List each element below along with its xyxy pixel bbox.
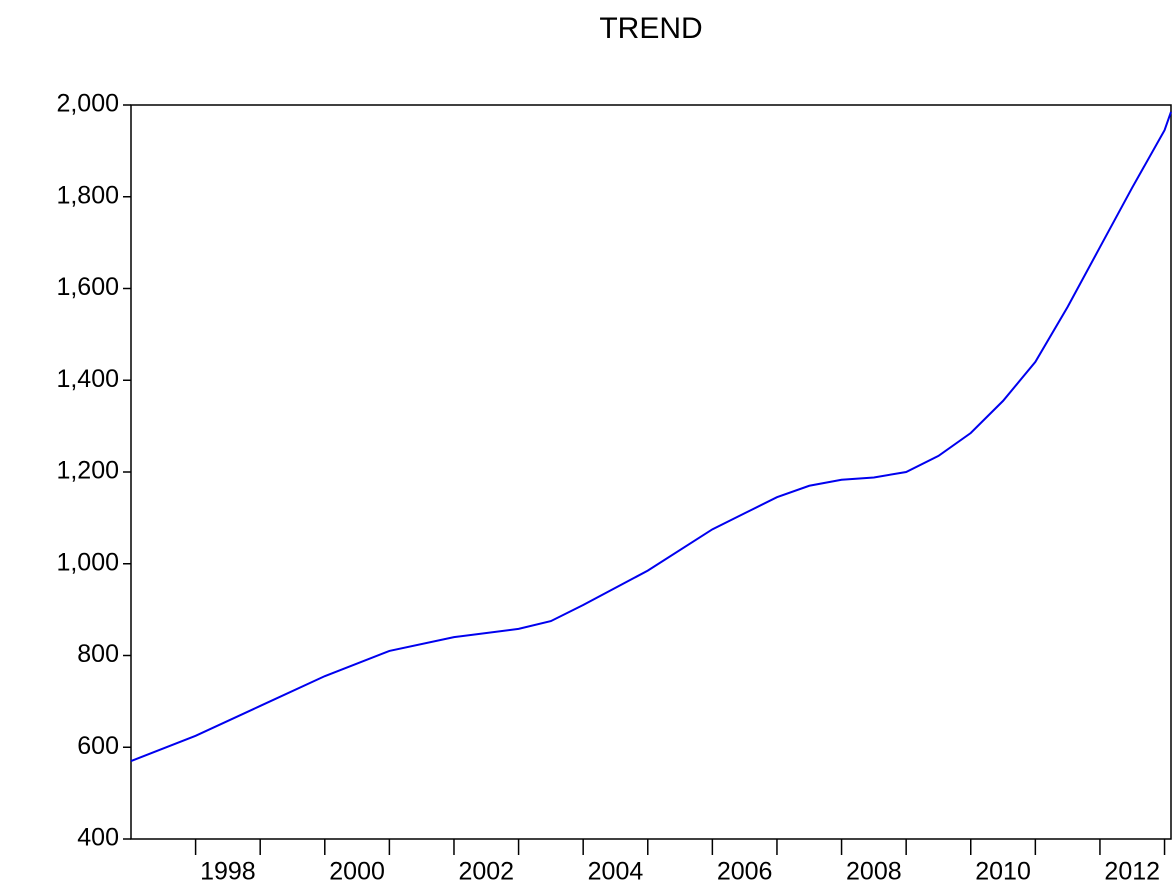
y-tick-label: 1,000	[56, 548, 119, 576]
y-tick-label: 1,400	[56, 365, 119, 393]
x-tick-label: 2010	[975, 858, 1031, 886]
x-tick-label: 2000	[329, 858, 385, 886]
y-tick-label: 1,200	[56, 457, 119, 485]
y-tick-label: 600	[77, 732, 119, 760]
y-tick-label: 1,800	[56, 181, 119, 209]
plot-frame	[130, 104, 1172, 840]
trend-line	[130, 111, 1172, 762]
y-tick-label: 400	[77, 824, 119, 852]
chart-title: TREND	[599, 12, 702, 45]
x-tick-label: 2004	[588, 858, 644, 886]
x-tick-label: 1998	[200, 858, 256, 886]
x-tick-label: 2008	[846, 858, 902, 886]
x-tick-label: 2002	[458, 858, 514, 886]
y-tick-label: 2,000	[56, 90, 119, 118]
x-tick-label: 2006	[717, 858, 773, 886]
x-tick-label: 2012	[1104, 858, 1160, 886]
y-tick-label: 1,600	[56, 273, 119, 301]
y-tick-label: 800	[77, 640, 119, 668]
